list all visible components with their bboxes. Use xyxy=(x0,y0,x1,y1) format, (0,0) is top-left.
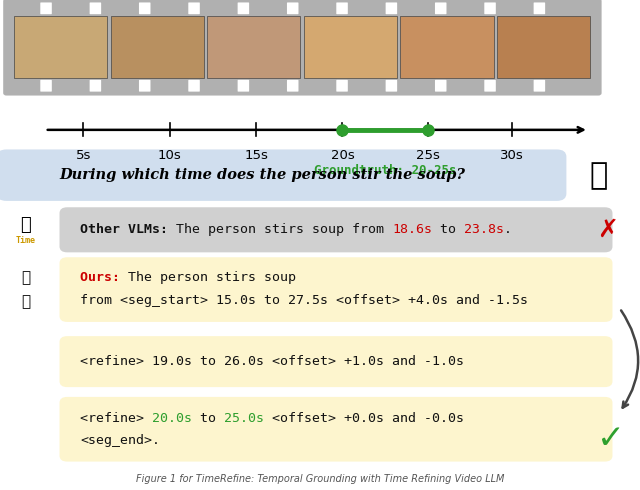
Text: ✓: ✓ xyxy=(597,422,625,455)
FancyBboxPatch shape xyxy=(534,2,545,14)
FancyBboxPatch shape xyxy=(237,2,249,14)
FancyBboxPatch shape xyxy=(237,80,249,92)
Text: from <seg_start> 15.0s to 27.5s <offset> +4.0s and -1.5s: from <seg_start> 15.0s to 27.5s <offset>… xyxy=(80,294,528,307)
Text: 25s: 25s xyxy=(415,149,440,163)
Text: <refine>: <refine> xyxy=(80,412,152,425)
Text: 15s: 15s xyxy=(244,149,268,163)
Text: During which time does the person stir the soup?: During which time does the person stir t… xyxy=(60,168,465,182)
FancyBboxPatch shape xyxy=(90,80,101,92)
Text: 18.6s: 18.6s xyxy=(392,223,432,236)
Text: The person stirs soup from: The person stirs soup from xyxy=(176,223,392,236)
FancyBboxPatch shape xyxy=(207,16,301,78)
Text: ✗: ✗ xyxy=(598,218,618,242)
FancyBboxPatch shape xyxy=(188,2,200,14)
FancyBboxPatch shape xyxy=(60,397,612,462)
FancyBboxPatch shape xyxy=(188,80,200,92)
FancyBboxPatch shape xyxy=(484,80,496,92)
Text: 20.0s: 20.0s xyxy=(152,412,192,425)
FancyBboxPatch shape xyxy=(435,80,447,92)
FancyBboxPatch shape xyxy=(139,80,150,92)
FancyBboxPatch shape xyxy=(400,16,493,78)
Text: to: to xyxy=(432,223,464,236)
Text: Other VLMs:: Other VLMs: xyxy=(80,223,176,236)
FancyBboxPatch shape xyxy=(60,207,612,252)
Text: 30s: 30s xyxy=(500,149,524,163)
Text: to: to xyxy=(192,412,224,425)
Text: 20s: 20s xyxy=(330,149,355,163)
FancyBboxPatch shape xyxy=(287,2,298,14)
Text: 👤: 👤 xyxy=(589,161,607,190)
FancyBboxPatch shape xyxy=(336,80,348,92)
FancyBboxPatch shape xyxy=(111,16,204,78)
FancyBboxPatch shape xyxy=(534,80,545,92)
FancyBboxPatch shape xyxy=(60,257,612,322)
FancyBboxPatch shape xyxy=(386,80,397,92)
FancyBboxPatch shape xyxy=(3,0,602,96)
Text: Groundtruth: 20-25s: Groundtruth: 20-25s xyxy=(314,164,456,177)
FancyBboxPatch shape xyxy=(304,16,397,78)
FancyBboxPatch shape xyxy=(386,2,397,14)
Text: Figure 1 for TimeRefine: Temporal Grounding with Time Refining Video LLM: Figure 1 for TimeRefine: Temporal Ground… xyxy=(136,474,504,484)
Text: ⏳: ⏳ xyxy=(21,270,30,286)
FancyBboxPatch shape xyxy=(60,336,612,387)
Text: 25.0s: 25.0s xyxy=(224,412,264,425)
FancyBboxPatch shape xyxy=(336,2,348,14)
Text: The person stirs soup: The person stirs soup xyxy=(128,271,296,285)
Text: 5s: 5s xyxy=(76,149,91,163)
Text: 🕐: 🕐 xyxy=(21,294,30,309)
Text: 23.8s: 23.8s xyxy=(464,223,504,236)
FancyBboxPatch shape xyxy=(40,2,52,14)
FancyBboxPatch shape xyxy=(40,80,52,92)
Text: <offset> +0.0s and -0.0s: <offset> +0.0s and -0.0s xyxy=(264,412,464,425)
FancyBboxPatch shape xyxy=(90,2,101,14)
FancyBboxPatch shape xyxy=(0,149,566,201)
Text: 10s: 10s xyxy=(157,149,182,163)
FancyBboxPatch shape xyxy=(14,16,108,78)
FancyBboxPatch shape xyxy=(435,2,447,14)
FancyBboxPatch shape xyxy=(484,2,496,14)
FancyBboxPatch shape xyxy=(287,80,298,92)
Text: <seg_end>.: <seg_end>. xyxy=(80,434,160,447)
Text: 🎥: 🎥 xyxy=(20,216,31,234)
Text: Time: Time xyxy=(15,236,36,245)
FancyBboxPatch shape xyxy=(497,16,590,78)
Text: <refine> 19.0s to 26.0s <offset> +1.0s and -1.0s: <refine> 19.0s to 26.0s <offset> +1.0s a… xyxy=(80,355,464,368)
Text: .: . xyxy=(504,223,512,236)
Text: Ours:: Ours: xyxy=(80,271,128,285)
FancyBboxPatch shape xyxy=(139,2,150,14)
